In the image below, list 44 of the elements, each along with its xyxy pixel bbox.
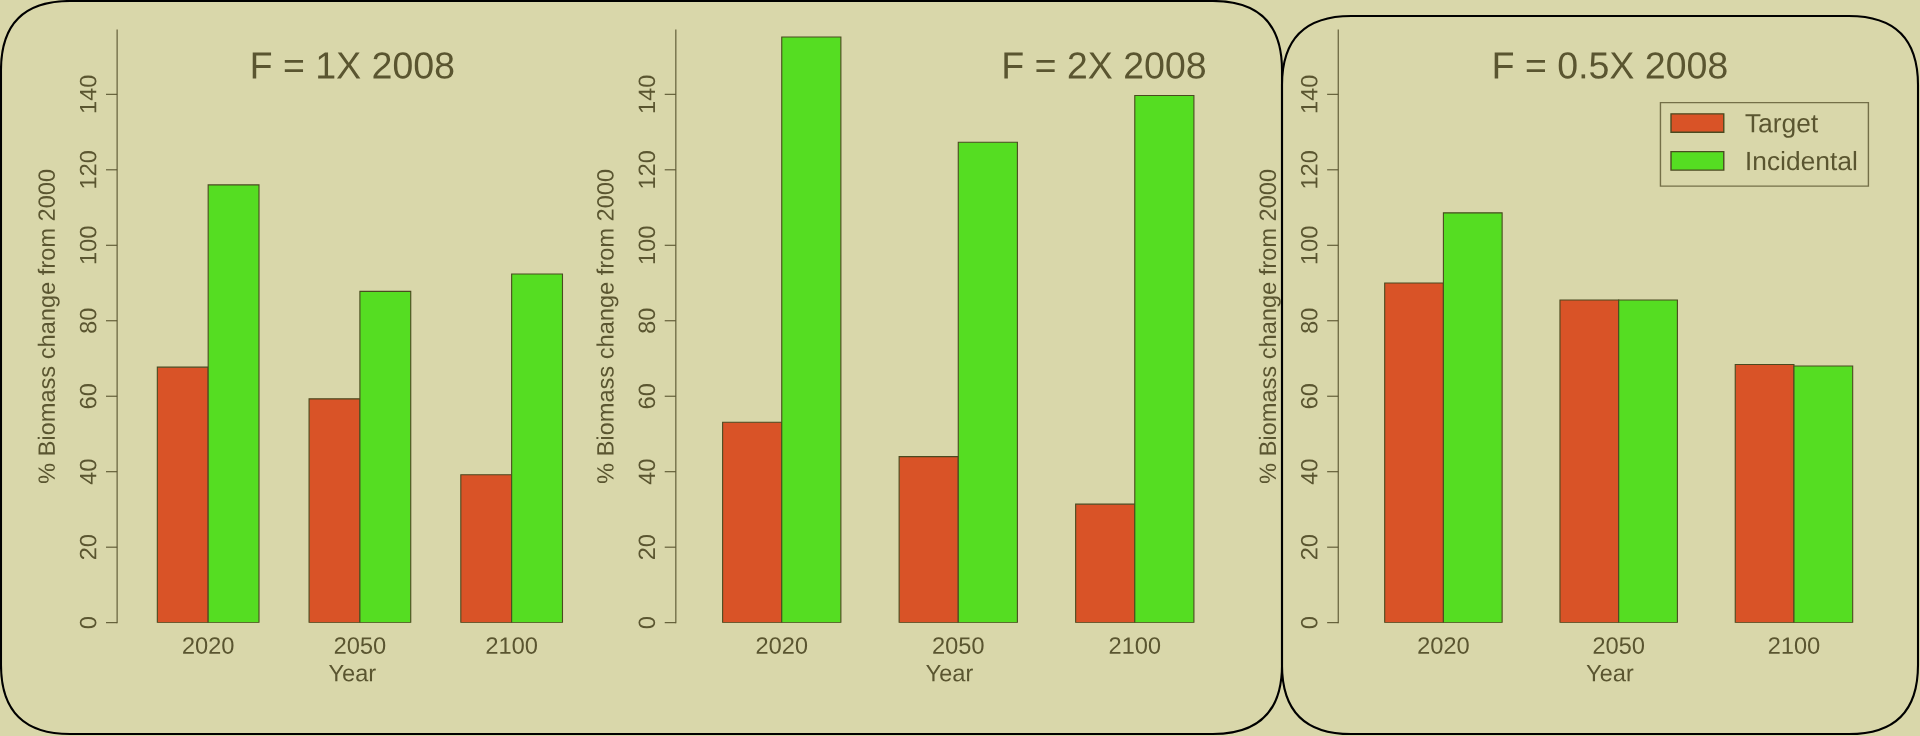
y-tick-label: 120: [79, 151, 97, 188]
y-tick-label: 60: [638, 384, 656, 409]
x-tick-label: 2020: [756, 637, 808, 654]
y-tick-label: 0: [79, 617, 97, 629]
y-tick-label: 60: [79, 384, 97, 409]
x-tick-label: 2050: [334, 637, 386, 654]
x-tick-label: 2020: [1418, 637, 1469, 654]
legend-label: Incidental: [1747, 150, 1857, 171]
y-tick-label: 20: [79, 534, 97, 560]
y-tick-label: 100: [79, 226, 97, 264]
y-tick-label: 40: [79, 459, 97, 485]
y-tick-label: 0: [638, 617, 656, 629]
y-axis-title: % Biomass change from 2000: [596, 169, 619, 484]
x-axis-title: Year: [328, 664, 376, 682]
y-tick-label: 100: [638, 226, 656, 264]
chart-title: F = 1X 2008: [252, 52, 454, 79]
y-tick-label: 140: [1300, 75, 1318, 113]
y-tick-label: 120: [638, 151, 656, 188]
x-axis-title: Year: [1586, 664, 1634, 682]
x-tick-label: 2100: [1768, 637, 1820, 654]
y-tick-label: 20: [1300, 534, 1318, 560]
x-tick-label: 2020: [183, 637, 234, 654]
y-axis-title: % Biomass change from 2000: [1258, 169, 1281, 484]
y-tick-label: 60: [1300, 384, 1318, 409]
y-tick-label: 80: [1300, 308, 1318, 333]
x-tick-label: 2050: [933, 637, 984, 654]
y-axis-title: % Biomass change from 2000: [37, 169, 60, 484]
x-tick-label: 2050: [1593, 637, 1645, 654]
y-tick-label: 0: [1300, 617, 1318, 629]
y-tick-label: 80: [79, 308, 97, 333]
y-tick-label: 120: [1300, 151, 1318, 188]
legend-label: Target: [1745, 114, 1819, 138]
y-tick-label: 40: [638, 459, 656, 485]
y-tick-label: 100: [1300, 226, 1318, 264]
y-tick-label: 40: [1300, 459, 1318, 485]
y-tick-label: 140: [638, 75, 656, 113]
x-tick-label: 2100: [1109, 637, 1161, 654]
chart-title: F = 2X 2008: [1004, 52, 1205, 79]
y-tick-label: 80: [638, 308, 656, 333]
x-tick-label: 2100: [486, 637, 537, 654]
x-axis-title: Year: [926, 664, 973, 682]
y-tick-label: 20: [638, 534, 656, 560]
chart-title: F = 0.5X 2008: [1494, 52, 1727, 79]
y-tick-label: 140: [79, 75, 97, 113]
